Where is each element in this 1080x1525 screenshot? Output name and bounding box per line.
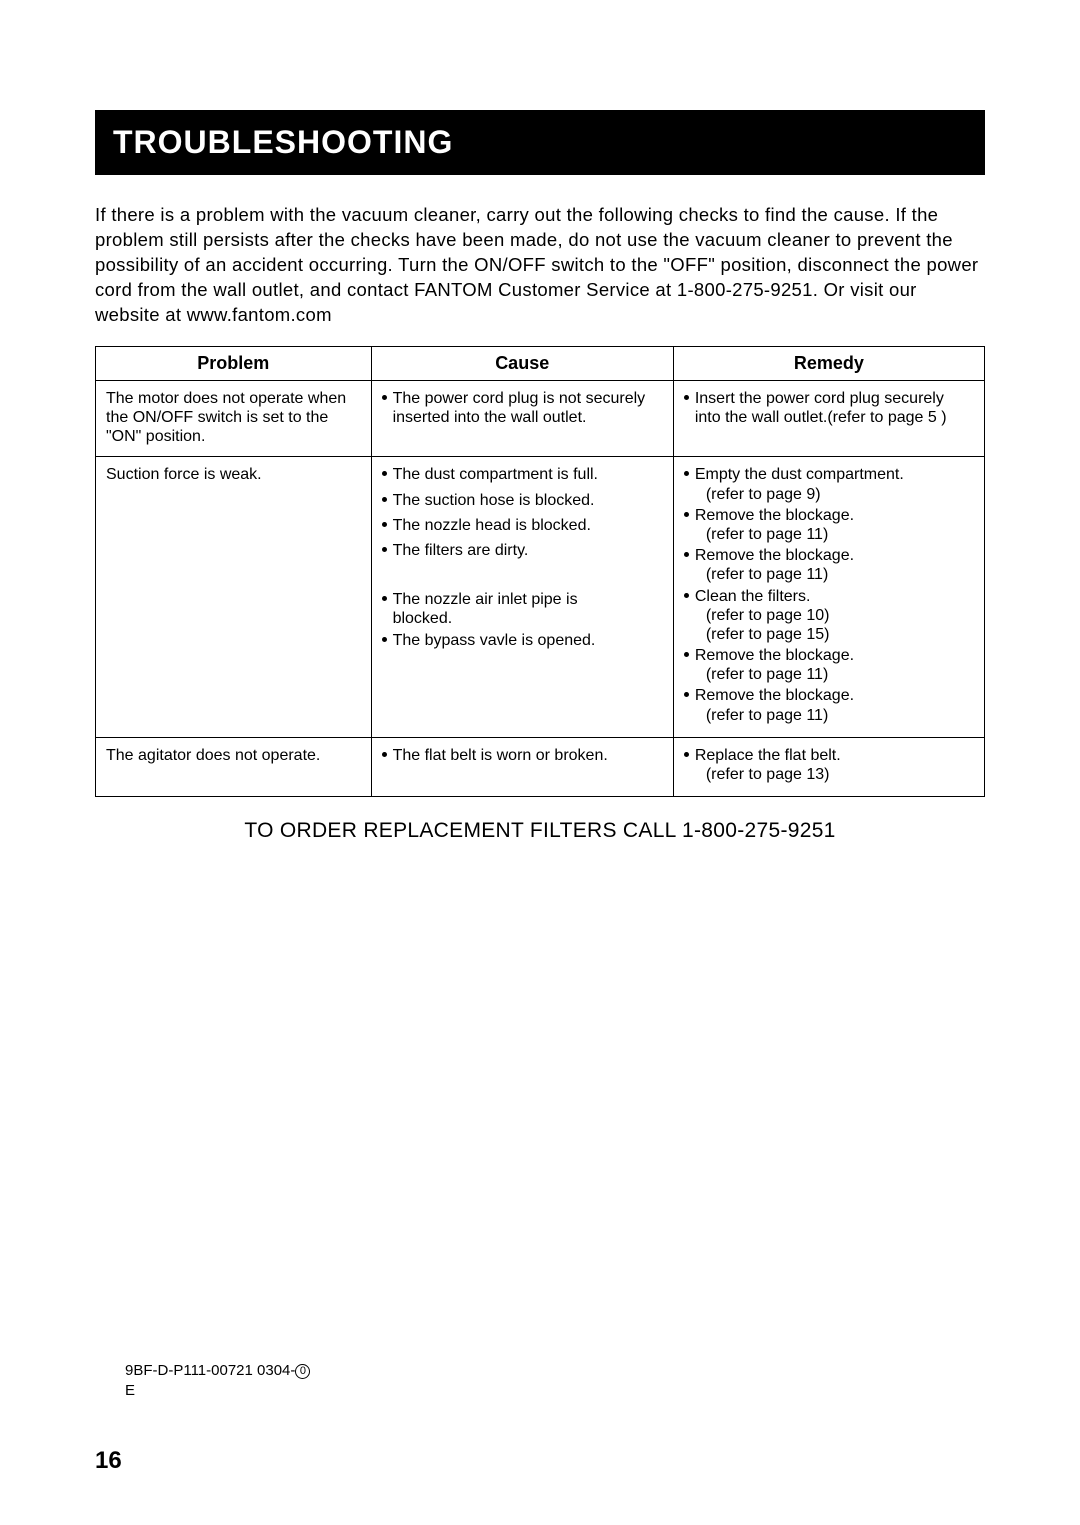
table-row: The motor does not operate when the ON/O…	[96, 380, 985, 457]
table-row: The agitator does not operate. The flat …	[96, 737, 985, 796]
remedy-cell: Replace the flat belt.(refer to page 13)	[673, 737, 984, 796]
remedy-cell: Insert the power cord plug securely into…	[673, 380, 984, 457]
page-number: 16	[95, 1447, 122, 1475]
header-problem: Problem	[96, 346, 372, 380]
header-remedy: Remedy	[673, 346, 984, 380]
order-replacement-line: TO ORDER REPLACEMENT FILTERS CALL 1-800-…	[95, 819, 985, 843]
title-bar: TROUBLESHOOTING	[95, 110, 985, 175]
document-footer: 9BF-D-P111-00721 0304-0 E	[125, 1361, 310, 1400]
table-row: Suction force is weak. The dust compartm…	[96, 457, 985, 737]
cause-cell: The dust compartment is full. The suctio…	[371, 457, 673, 737]
problem-cell: The motor does not operate when the ON/O…	[96, 380, 372, 457]
troubleshooting-table: Problem Cause Remedy The motor does not …	[95, 346, 985, 797]
problem-cell: The agitator does not operate.	[96, 737, 372, 796]
intro-paragraph: If there is a problem with the vacuum cl…	[95, 203, 985, 328]
remedy-cell: Empty the dust compartment.(refer to pag…	[673, 457, 984, 737]
table-header-row: Problem Cause Remedy	[96, 346, 985, 380]
cause-cell: The flat belt is worn or broken.	[371, 737, 673, 796]
header-cause: Cause	[371, 346, 673, 380]
page-title: TROUBLESHOOTING	[113, 124, 967, 161]
problem-cell: Suction force is weak.	[96, 457, 372, 737]
cause-cell: The power cord plug is not securely inse…	[371, 380, 673, 457]
